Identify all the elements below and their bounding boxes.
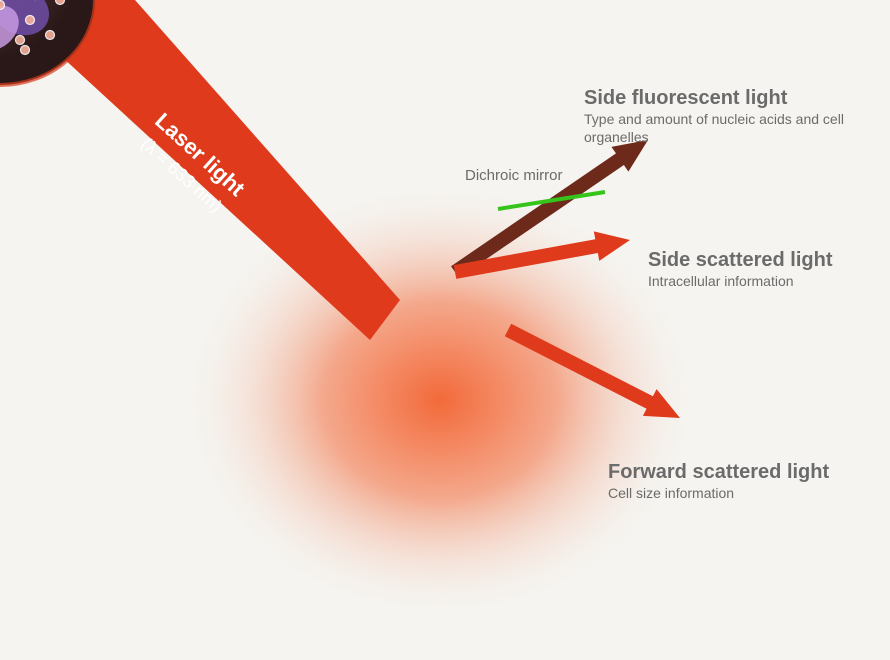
label-sub: Type and amount of nucleic acids and cel…	[584, 111, 890, 146]
dichroic-mirror-label: Dichroic mirror	[465, 167, 563, 186]
label-sub: Intracellular information	[648, 273, 833, 291]
label-title: Forward scattered light	[608, 460, 829, 485]
label-title: Side scattered light	[648, 248, 833, 273]
cell-glow	[180, 180, 700, 620]
label-side-fluorescent: Side fluorescent light Type and amount o…	[584, 86, 890, 146]
label-side-scattered: Side scattered light Intracellular infor…	[648, 248, 833, 291]
label-title: Side fluorescent light	[584, 86, 890, 111]
label-forward-scattered: Forward scattered light Cell size inform…	[608, 460, 829, 503]
label-sub: Cell size information	[608, 485, 829, 503]
